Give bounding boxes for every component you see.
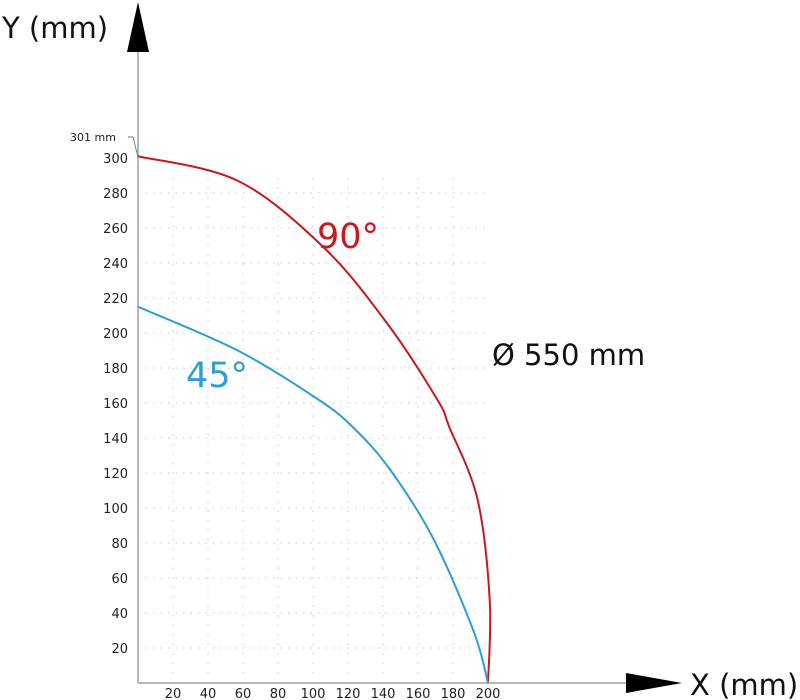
y-axis-title: Y (mm) — [1, 11, 108, 45]
x-tick-label: 200 — [476, 687, 501, 700]
y-tick-label: 120 — [103, 467, 128, 482]
x-tick-labels: 20 40 60 80 100 120 140 160 180 200 — [165, 687, 501, 700]
y-tick-label: 280 — [103, 187, 128, 202]
series-label-90: 90° — [317, 217, 379, 257]
y-tick-label: 40 — [111, 607, 128, 622]
y-tick-label: 300 — [103, 152, 128, 167]
max-height-annotation: 301 mm — [70, 131, 116, 144]
x-tick-label: 80 — [270, 687, 287, 700]
x-tick-label: 160 — [406, 687, 431, 700]
series-label-45: 45° — [186, 356, 248, 396]
max-height-leader-line — [128, 136, 139, 158]
y-tick-label: 220 — [103, 292, 128, 307]
y-tick-label: 200 — [103, 327, 128, 342]
series — [137, 155, 492, 684]
y-tick-labels: 20 40 60 80 100 120 140 160 180 200 220 240 260 280 30… — [103, 152, 128, 657]
series-line-90deg — [137, 155, 492, 684]
y-tick-label: 80 — [111, 537, 128, 552]
y-axis-arrow-icon — [127, 2, 149, 52]
y-tick-label: 180 — [103, 362, 128, 377]
y-tick-label: 60 — [111, 572, 128, 587]
x-axis-title: X (mm) — [690, 668, 798, 700]
grid — [138, 175, 488, 683]
x-tick-label: 120 — [336, 687, 361, 700]
y-tick-label: 20 — [111, 642, 128, 657]
diameter-annotation: Ø 550 mm — [492, 338, 645, 372]
y-tick-label: 240 — [103, 257, 128, 272]
y-tick-label: 160 — [103, 397, 128, 412]
x-axis-arrow-icon — [626, 673, 682, 693]
x-tick-label: 180 — [441, 687, 466, 700]
x-tick-label: 100 — [301, 687, 326, 700]
y-tick-label: 260 — [103, 222, 128, 237]
y-tick-label: 140 — [103, 432, 128, 447]
x-tick-label: 20 — [165, 687, 182, 700]
x-tick-label: 60 — [235, 687, 252, 700]
x-tick-label: 140 — [371, 687, 396, 700]
y-tick-label: 100 — [103, 502, 128, 517]
x-tick-label: 40 — [200, 687, 217, 700]
series-line-45deg — [137, 305, 489, 684]
